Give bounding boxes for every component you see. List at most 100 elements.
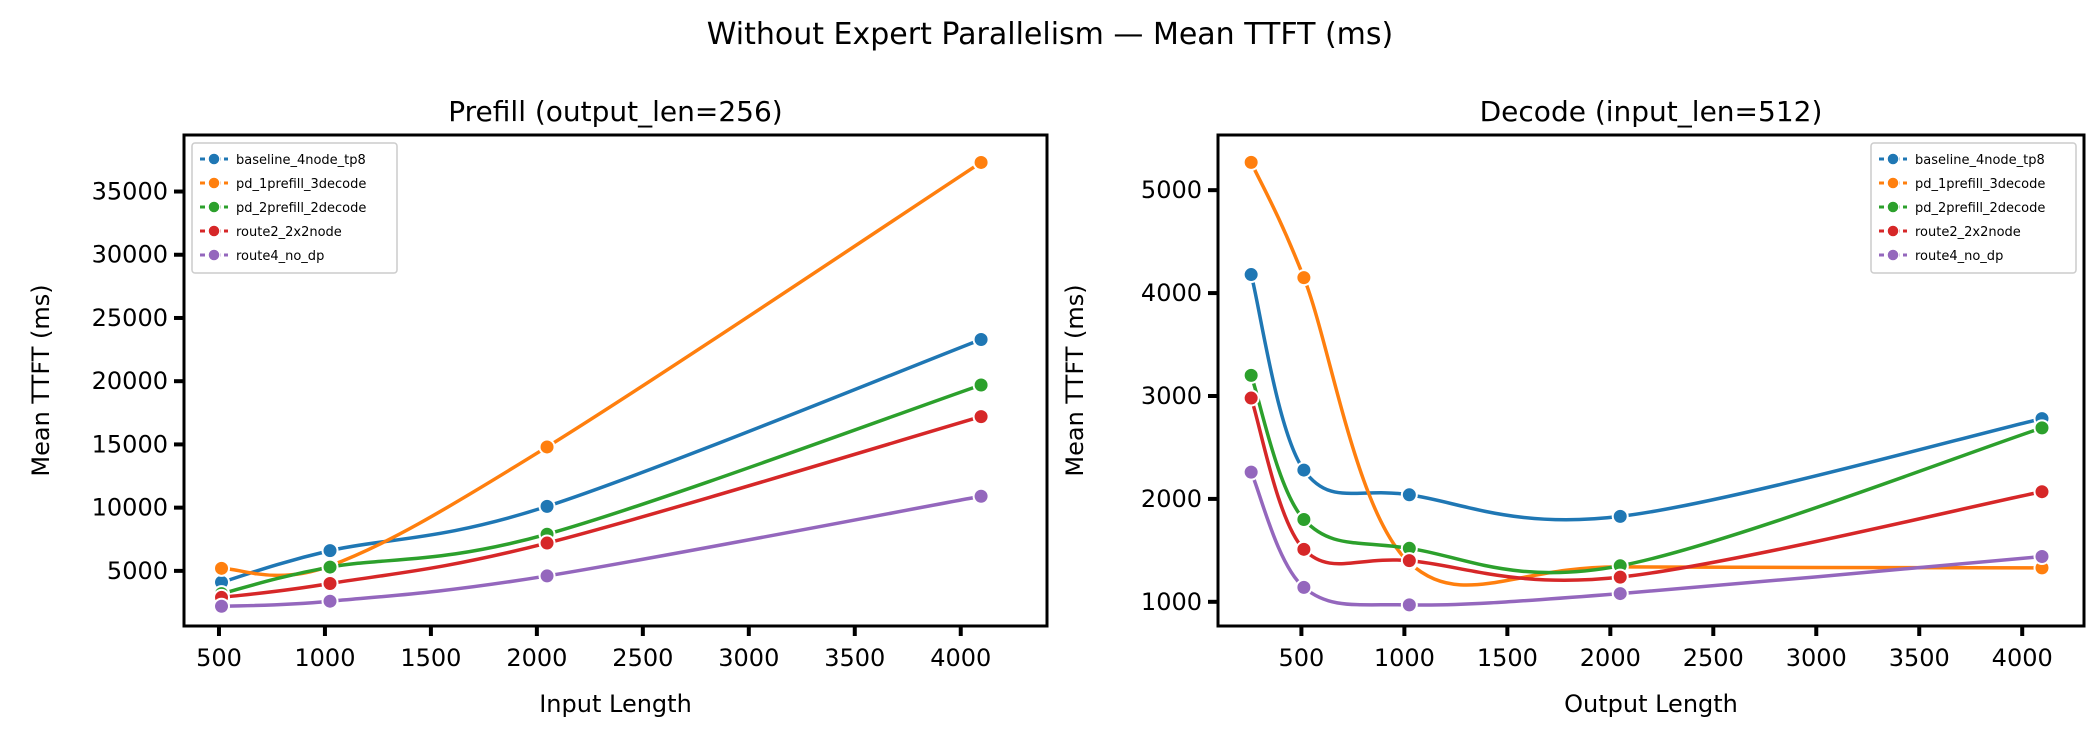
x-tick-label: 2000 xyxy=(506,644,567,672)
legend-label: pd_2prefill_2decode xyxy=(1915,201,2045,216)
data-point-baseline_4node_tp8 xyxy=(1242,266,1260,284)
y-tick-label: 30000 xyxy=(92,241,168,269)
y-tick-label: 4000 xyxy=(1141,279,1202,307)
x-tick-label: 1500 xyxy=(400,644,461,672)
legend-label: pd_1prefill_3decode xyxy=(1915,177,2045,192)
y-tick-label: 25000 xyxy=(92,304,168,332)
legend-marker xyxy=(207,224,221,238)
y-tick-label: 20000 xyxy=(92,367,168,395)
data-point-pd_1prefill_3decode xyxy=(1242,153,1260,171)
data-point-pd_2prefill_2decode xyxy=(2033,419,2051,437)
data-point-route2_2x2node xyxy=(1400,552,1418,570)
legend-marker xyxy=(1886,200,1900,214)
x-tick-label: 1000 xyxy=(1374,644,1435,672)
series-line-baseline_4node_tp8 xyxy=(1249,274,2043,522)
data-point-pd_2prefill_2decode xyxy=(1242,366,1260,384)
x-tick-label: 1500 xyxy=(1477,644,1538,672)
series-line-baseline_4node_tp8 xyxy=(221,337,982,584)
subplot-title: Decode (input_len=512) xyxy=(1480,95,1823,128)
series-line-pd_2prefill_2decode xyxy=(221,383,982,596)
legend-label: baseline_4node_tp8 xyxy=(1915,153,2045,168)
data-point-pd_1prefill_3decode xyxy=(538,438,556,456)
data-point-baseline_4node_tp8 xyxy=(1295,461,1313,479)
plot-frame xyxy=(1216,133,2086,628)
legend-label: route2_2x2node xyxy=(236,225,342,240)
data-point-pd_1prefill_3decode xyxy=(1295,269,1313,287)
y-tick-label: 15000 xyxy=(92,430,168,458)
legend-marker xyxy=(207,248,221,262)
data-point-pd_1prefill_3decode xyxy=(213,559,231,577)
x-tick-label: 3000 xyxy=(718,644,779,672)
legend-label: pd_2prefill_2decode xyxy=(236,201,366,216)
legend-label: pd_1prefill_3decode xyxy=(236,177,366,192)
legend: baseline_4node_tp8 pd_1prefill_3decode pd_… xyxy=(191,142,398,274)
data-point-route4_no_dp xyxy=(2033,548,2051,566)
y-tick-label: 2000 xyxy=(1141,485,1202,513)
data-point-route2_2x2node xyxy=(1242,389,1260,407)
legend-marker xyxy=(207,152,221,166)
figure-title: Without Expert Parallelism — Mean TTFT (… xyxy=(707,17,1393,52)
x-tick-label: 2000 xyxy=(1580,644,1641,672)
y-tick-label: 5000 xyxy=(1141,176,1202,204)
data-point-route4_no_dp xyxy=(1400,596,1418,614)
data-point-baseline_4node_tp8 xyxy=(972,330,990,348)
legend-marker xyxy=(1886,176,1900,190)
data-point-baseline_4node_tp8 xyxy=(321,542,339,560)
x-tick-label: 2500 xyxy=(1683,644,1744,672)
y-tick-label: 35000 xyxy=(92,178,168,206)
data-point-pd_2prefill_2decode xyxy=(972,376,990,394)
prefill-panel: Prefill (output_len=256) Input Length Mean… xyxy=(27,95,1049,718)
series-line-route4_no_dp xyxy=(1249,471,2043,607)
x-tick-label: 1000 xyxy=(294,644,355,672)
legend-label: route4_no_dp xyxy=(236,249,324,264)
x-tick-label: 500 xyxy=(1279,644,1325,672)
legend-label: baseline_4node_tp8 xyxy=(236,153,366,168)
legend-marker xyxy=(1886,248,1900,262)
data-point-pd_1prefill_3decode xyxy=(972,153,990,171)
series-line-route2_2x2node xyxy=(1249,397,2043,583)
legend-box xyxy=(1870,142,2077,274)
x-tick-label: 500 xyxy=(196,644,242,672)
legend-label: route4_no_dp xyxy=(1915,249,2003,264)
data-point-route4_no_dp xyxy=(538,567,556,585)
data-point-baseline_4node_tp8 xyxy=(1611,507,1629,525)
x-tick-label: 4000 xyxy=(930,644,991,672)
legend-marker xyxy=(207,176,221,190)
data-point-route2_2x2node xyxy=(1295,540,1313,558)
y-axis-label: Mean TTFT (ms) xyxy=(27,284,55,476)
data-point-route4_no_dp xyxy=(1295,578,1313,596)
series-line-route2_2x2node xyxy=(221,414,982,600)
y-axis-label: Mean TTFT (ms) xyxy=(1061,284,1089,476)
legend-marker xyxy=(1886,224,1900,238)
series-line-route4_no_dp xyxy=(221,494,982,609)
y-tick-label: 1000 xyxy=(1141,588,1202,616)
x-tick-label: 4000 xyxy=(1992,644,2053,672)
x-tick-label: 3000 xyxy=(1786,644,1847,672)
data-point-route2_2x2node xyxy=(538,534,556,552)
y-tick-label: 5000 xyxy=(107,557,168,585)
data-point-route2_2x2node xyxy=(972,408,990,426)
legend-box xyxy=(191,142,398,274)
decode-panel: Decode (input_len=512) Output Length Mean … xyxy=(1061,95,2086,718)
data-point-route4_no_dp xyxy=(213,597,231,615)
data-point-route4_no_dp xyxy=(1242,463,1260,481)
legend-label: route2_2x2node xyxy=(1915,225,2021,240)
data-point-route2_2x2node xyxy=(321,575,339,593)
series-line-pd_2prefill_2decode xyxy=(1249,374,2043,575)
data-point-pd_2prefill_2decode xyxy=(1295,510,1313,528)
legend-marker xyxy=(207,200,221,214)
y-tick-label: 3000 xyxy=(1141,382,1202,410)
legend: baseline_4node_tp8 pd_1prefill_3decode pd_… xyxy=(1870,142,2077,274)
data-point-baseline_4node_tp8 xyxy=(1400,486,1418,504)
x-axis-label: Input Length xyxy=(539,690,692,718)
y-tick-label: 10000 xyxy=(92,494,168,522)
data-point-route4_no_dp xyxy=(1611,585,1629,603)
x-axis-label: Output Length xyxy=(1564,690,1738,718)
x-tick-label: 3500 xyxy=(824,644,885,672)
x-tick-label: 3500 xyxy=(1889,644,1950,672)
data-point-route2_2x2node xyxy=(2033,483,2051,501)
subplot-title: Prefill (output_len=256) xyxy=(448,95,782,128)
data-point-route4_no_dp xyxy=(972,487,990,505)
data-point-pd_2prefill_2decode xyxy=(321,558,339,576)
